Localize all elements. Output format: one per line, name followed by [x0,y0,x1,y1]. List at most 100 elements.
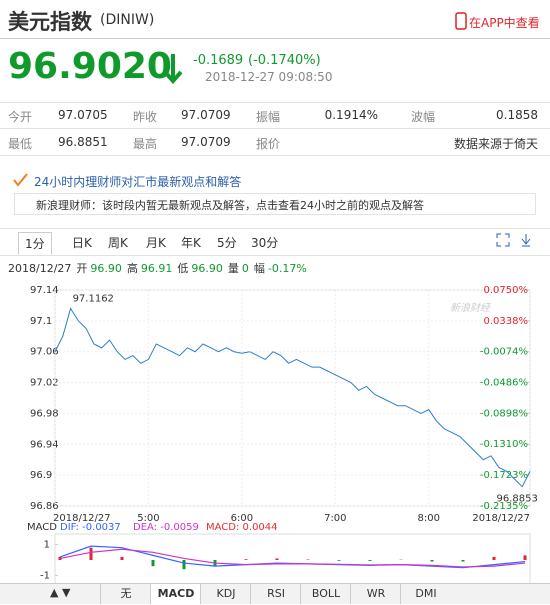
info-label: 高 [126,262,138,275]
chart: 97.14 97.1 97.06 97.02 96.98 96.94 96.9 96.86 0.… [27,285,538,583]
divider [0,255,550,256]
y-tick-label: 97.1 [30,316,52,327]
y2-tick-label: 0.0338% [484,316,529,327]
y2-tick-label: -0.1310% [480,439,528,450]
macd-line [59,545,526,569]
info-date: 2018/12/27 [8,262,72,275]
macd-tick-label: 1 [44,540,50,551]
y-tick-label: 96.94 [30,439,59,450]
y-tick-label: 97.06 [30,347,59,358]
price-line [54,307,531,488]
stat-label: 最低 [8,137,33,151]
indicator-tab[interactable]: WR [350,584,401,604]
stat-value: 97.0709 [181,108,231,122]
phone-icon [455,12,467,30]
divider [0,228,550,229]
macd-frame [54,533,531,583]
macd-legend: MACD: 0.0044 [206,522,278,533]
news-message[interactable]: 新浪理财师：该时段内暂无最新观点及解答，点击查看24小时之前的观点及解答 [36,199,424,212]
news-icon [13,173,28,187]
y2-tick-label: 0.0750% [484,285,529,296]
divider [0,38,550,39]
stat-label: 报价 [256,137,281,151]
indicator-tab[interactable]: MACD [150,584,201,604]
macd-tick-label: -1 [40,570,50,581]
indicator-tab[interactable]: KDJ [200,584,251,604]
code: (DINIW) [100,12,155,28]
stat-label: 今开 [8,110,33,124]
x-tick-label: 7:00 [324,513,346,524]
y-tick-label: 97.14 [30,285,59,296]
info-line: 2018/12/27 开 96.90 高 96.91 低 96.90 量 0 幅 -0.17% [8,260,307,276]
y2-tick-label: -0.0074% [480,347,528,358]
tab[interactable]: 5分 [217,236,237,250]
indicator-tab[interactable]: RSI [250,584,301,604]
stat-value: 97.0709 [181,135,231,149]
y2-tick-label: -0.2135% [480,501,528,512]
info-label: 开 [76,262,88,275]
app-link[interactable]: 在APP中查看 [469,16,540,30]
x-tick-label: 8:00 [418,513,440,524]
divider [0,102,550,103]
info-value: 96.90 [191,262,223,275]
y-tick-label: 96.98 [30,408,59,419]
macd-line [59,548,526,568]
title: 美元指数 [8,10,92,34]
stat-value: 0.1858 [496,108,538,122]
quote-time: 2018-12-27 09:08:50 [205,70,333,84]
info-value: -0.17% [267,262,307,275]
change-pct: (-0.1740%) [248,53,321,68]
indicator-tab[interactable]: 无 [100,584,151,604]
macd-legend: DEA: -0.0059 [133,522,199,533]
info-label: 量 [227,262,239,275]
down-arrow [163,54,183,85]
divider [0,128,550,129]
tab[interactable]: 月K [146,236,166,250]
info-value: 0 [241,262,249,275]
annotation: 96.8853 [497,494,538,505]
tab[interactable]: 周K [108,236,128,250]
stat-value: 97.0705 [58,108,108,122]
price: 96.9020 [8,46,172,87]
stat-label: 振幅 [256,110,281,124]
stat-label: 昨收 [133,110,158,124]
stat-value: 数据来源于倚天 [453,137,538,151]
y2-tick-label: -0.0898% [480,408,528,419]
stat-value: 96.8851 [58,135,108,149]
info-value: 96.91 [140,262,173,275]
nav-arrows[interactable]: ▲ ▼ [50,586,71,599]
watermark: 新浪财经 [450,302,491,314]
tab[interactable]: 年K [181,236,201,250]
x-tick-label: 5:00 [137,513,159,524]
info-value: 96.90 [90,262,122,275]
news-box [14,193,536,215]
info-label: 低 [177,262,189,275]
info-label: 幅 [253,262,265,275]
divider [0,155,550,156]
macd-title: MACD [27,522,57,533]
tab[interactable]: 30分 [251,236,279,250]
tool-icons [496,233,531,247]
tab[interactable]: 1分 [18,232,52,255]
stat-label: 最高 [133,137,158,151]
y-tick-label: 97.02 [30,378,59,389]
tab[interactable]: 日K [72,236,92,250]
x-tick-label: 6:00 [231,513,253,524]
stat-label: 波幅 [411,110,436,124]
stat-value: 0.1914% [324,108,378,122]
annotation: 97.1162 [73,294,114,305]
change: -0.1689 [193,53,244,68]
indicator-tab[interactable]: DMI [400,584,451,604]
y-tick-label: 96.86 [30,501,59,512]
news-heading[interactable]: 24小时内理财师对汇市最新观点和解答 [34,175,242,189]
macd-legend: DIF: -0.0037 [60,522,121,533]
x-tick-label: 2018/12/27 [53,513,111,524]
indicator-tabs: ▲ ▼ 无 MACD KDJ RSI BOLL WR DMI [0,583,550,604]
y2-tick-label: -0.1723% [480,470,528,481]
y-tick-label: 96.9 [30,470,52,481]
indicator-tab[interactable]: BOLL [300,584,351,604]
x-tick-label: 2018/12/27 [472,513,530,524]
plot-frame [54,289,531,507]
y2-tick-label: -0.0486% [480,378,528,389]
